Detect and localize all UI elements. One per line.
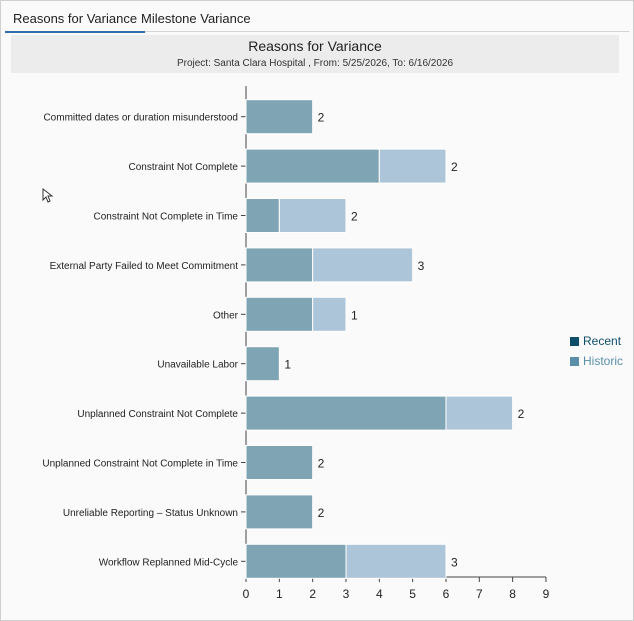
bar-segment bbox=[345, 543, 447, 579]
bar-value-label: 1 bbox=[351, 308, 358, 322]
category-label: Other bbox=[213, 310, 239, 321]
x-tick-label: 3 bbox=[343, 587, 350, 601]
bar-segment bbox=[245, 543, 347, 579]
x-tick-label: 9 bbox=[543, 587, 550, 601]
bar-segment bbox=[245, 445, 314, 480]
bar-segment bbox=[245, 346, 280, 382]
category-label: Unreliable Reporting – Status Unknown bbox=[63, 508, 238, 519]
bar-segment bbox=[378, 148, 447, 184]
bar-segment bbox=[445, 395, 514, 431]
legend-swatch-historic bbox=[570, 356, 579, 366]
bar-value-label: 2 bbox=[351, 210, 358, 224]
chart-subtitle: Project: Santa Clara Hospital , From: 5/… bbox=[176, 58, 454, 69]
x-tick-label: 8 bbox=[509, 587, 516, 601]
x-tick-label: 5 bbox=[409, 587, 416, 601]
bar-value-label: 2 bbox=[318, 457, 325, 471]
category-label: External Party Failed to Meet Commitment bbox=[50, 261, 239, 272]
bar-value-label: 2 bbox=[451, 160, 458, 174]
x-tick-label: 1 bbox=[276, 587, 283, 601]
category-label: Unavailable Labor bbox=[157, 360, 238, 371]
bar-value-label: 1 bbox=[284, 358, 291, 372]
tab-milestone-variance[interactable]: Milestone Variance bbox=[141, 11, 251, 26]
category-label: Unplanned Constraint Not Complete in Tim… bbox=[42, 459, 238, 470]
bar-value-label: 3 bbox=[451, 555, 458, 569]
legend-item-historic[interactable]: Historic bbox=[570, 351, 623, 371]
x-tick-label: 4 bbox=[376, 587, 383, 601]
bar-value-label: 3 bbox=[418, 259, 425, 273]
bar-chart: 0 1 2 3 4 5 6 7 8 9 Committed dates or duration mi… bbox=[42, 86, 550, 601]
tab-bar: Reasons for Variance Milestone Variance bbox=[5, 7, 629, 33]
tab-reasons-for-variance[interactable]: Reasons for Variance bbox=[5, 7, 146, 33]
category-label: Constraint Not Complete bbox=[129, 162, 239, 173]
chart-header: Reasons for Variance Project: Santa Clar… bbox=[11, 35, 619, 73]
bar-value-label: 2 bbox=[318, 506, 325, 520]
bar-segment bbox=[245, 148, 380, 184]
bar-segment bbox=[245, 494, 314, 530]
category-label: Workflow Replanned Mid-Cycle bbox=[99, 557, 239, 568]
legend-label-historic: Historic bbox=[583, 354, 624, 368]
x-tick-label: 6 bbox=[443, 587, 450, 601]
bar-segment bbox=[245, 99, 314, 135]
bar-segment bbox=[245, 296, 314, 332]
bar-segment bbox=[245, 198, 280, 233]
bar-segment bbox=[278, 198, 347, 233]
bar-value-label: 2 bbox=[518, 407, 525, 421]
category-label: Committed dates or duration misunderstoo… bbox=[43, 113, 238, 124]
chart-legend: Recent Historic bbox=[570, 331, 623, 371]
x-tick-label: 0 bbox=[243, 587, 250, 601]
x-tick-label: 2 bbox=[309, 587, 316, 601]
legend-label-recent: Recent bbox=[583, 334, 622, 348]
bar-segment bbox=[312, 296, 347, 332]
legend-item-recent[interactable]: Recent bbox=[570, 331, 623, 351]
chart-title: Reasons for Variance bbox=[248, 38, 382, 54]
category-label: Constraint Not Complete in Time bbox=[93, 212, 238, 223]
x-tick-label: 7 bbox=[476, 587, 483, 601]
bar-value-label: 2 bbox=[318, 111, 325, 125]
bar-segment bbox=[312, 247, 414, 283]
bar-segment bbox=[245, 247, 314, 283]
chart-panel: Reasons for Variance Project: Santa Clar… bbox=[7, 35, 623, 615]
category-label: Unplanned Constraint Not Complete bbox=[77, 409, 238, 420]
bar-segment bbox=[245, 395, 447, 431]
mouse-cursor-icon bbox=[42, 187, 54, 203]
legend-swatch-recent bbox=[570, 336, 579, 346]
